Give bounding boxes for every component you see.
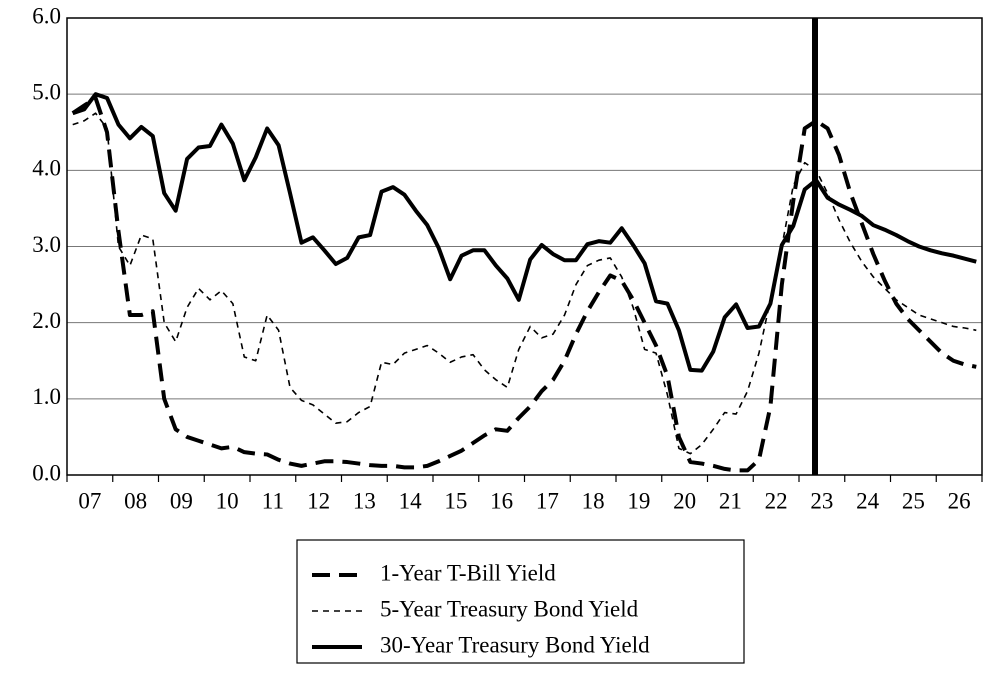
x-tick-label: 14 xyxy=(399,488,423,513)
x-tick-label: 20 xyxy=(673,488,696,513)
x-tick-label: 09 xyxy=(170,488,193,513)
axes: 0.0 1.0 2.0 3.0 4.0 5.0 6.0 07 08 09 10 11 12 13 14 15 1… xyxy=(32,3,983,513)
x-tick-label: 17 xyxy=(536,488,559,513)
x-tick-label: 13 xyxy=(353,488,376,513)
legend-label: 5-Year Treasury Bond Yield xyxy=(380,596,639,621)
x-tick-label: 25 xyxy=(902,488,925,513)
y-tick-label: 0.0 xyxy=(32,460,61,485)
lines xyxy=(71,92,977,473)
y-tick-label: 6.0 xyxy=(32,3,61,28)
y-tick-label: 4.0 xyxy=(32,156,61,181)
x-tick-label: 16 xyxy=(490,488,513,513)
legend-label: 30-Year Treasury Bond Yield xyxy=(380,632,650,657)
x-tick-label: 12 xyxy=(307,488,330,513)
x-tick-label: 18 xyxy=(582,488,605,513)
x-tick-label: 07 xyxy=(78,488,101,513)
x-tick-label: 15 xyxy=(444,488,467,513)
legend-label: 1-Year T-Bill Yield xyxy=(380,560,556,585)
x-tick-label: 22 xyxy=(765,488,788,513)
grid xyxy=(67,17,982,476)
x-tick-label: 21 xyxy=(719,488,742,513)
series-line xyxy=(72,112,977,455)
series-line xyxy=(72,92,977,373)
y-tick-label: 2.0 xyxy=(32,308,61,333)
y-tick-label: 3.0 xyxy=(32,232,61,257)
x-tick-label: 11 xyxy=(262,488,284,513)
legend-box xyxy=(296,539,745,664)
x-tick-label: 10 xyxy=(216,488,239,513)
x-tick-label: 24 xyxy=(856,488,880,513)
x-tick-label: 23 xyxy=(810,488,833,513)
y-tick-label: 5.0 xyxy=(32,79,61,104)
series-line xyxy=(71,95,977,473)
legend: 1-Year T-Bill Yield 5-Year Treasury Bond … xyxy=(312,560,650,657)
y-tick-label: 1.0 xyxy=(32,384,61,409)
x-tick-label: 26 xyxy=(948,488,971,513)
x-tick-label: 08 xyxy=(124,488,147,513)
x-tick-label: 19 xyxy=(627,488,650,513)
